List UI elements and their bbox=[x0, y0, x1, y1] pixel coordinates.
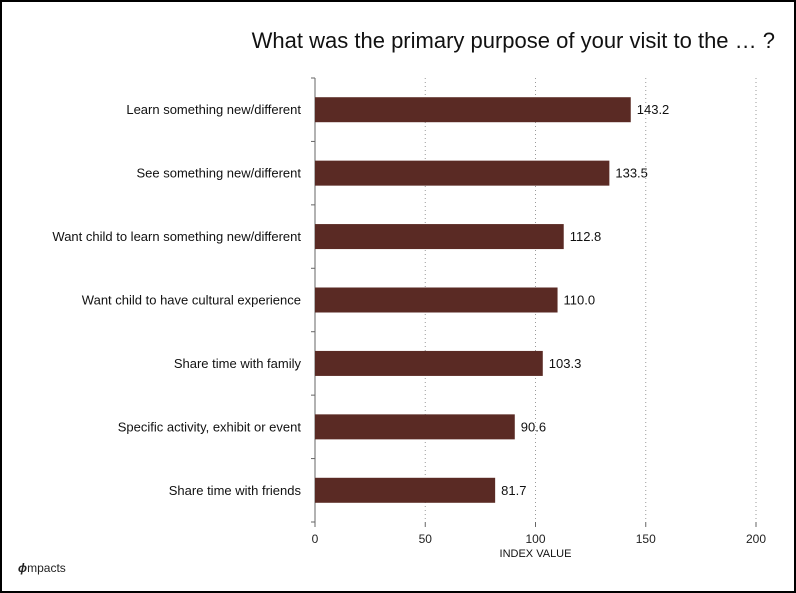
data-label: 143.2 bbox=[637, 102, 670, 117]
logo-text: mpacts bbox=[27, 561, 66, 575]
logo-mark-icon: ɸ bbox=[18, 561, 28, 575]
x-tick-label: 100 bbox=[525, 532, 545, 546]
data-label: 112.8 bbox=[570, 229, 602, 244]
category-label: Want child to have cultural experience bbox=[82, 293, 301, 308]
category-label: Learn something new/different bbox=[126, 102, 301, 117]
chart-title: What was the primary purpose of your vis… bbox=[251, 28, 775, 53]
category-label: Share time with family bbox=[174, 356, 302, 371]
x-tick-label: 0 bbox=[312, 532, 319, 546]
category-label: Want child to learn something new/differ… bbox=[52, 229, 301, 244]
x-tick-label: 50 bbox=[419, 532, 433, 546]
bar bbox=[315, 97, 631, 123]
bar bbox=[315, 477, 496, 503]
data-label: 133.5 bbox=[615, 166, 648, 181]
category-label: Share time with friends bbox=[169, 483, 302, 498]
category-label: Specific activity, exhibit or event bbox=[118, 419, 302, 434]
data-label: 81.7 bbox=[501, 483, 526, 498]
data-label: 110.0 bbox=[564, 293, 596, 308]
bar bbox=[315, 224, 564, 250]
category-label: See something new/different bbox=[136, 166, 301, 181]
x-axis-title: INDEX VALUE bbox=[500, 548, 572, 560]
bar bbox=[315, 160, 610, 186]
bar bbox=[315, 287, 558, 313]
impacts-logo: ɸmpacts bbox=[18, 561, 66, 575]
data-label: 90.6 bbox=[521, 419, 546, 434]
bar bbox=[315, 414, 515, 440]
x-tick-label: 150 bbox=[636, 532, 656, 546]
data-label: 103.3 bbox=[549, 356, 582, 371]
bar bbox=[315, 350, 543, 376]
x-tick-label: 200 bbox=[746, 532, 766, 546]
